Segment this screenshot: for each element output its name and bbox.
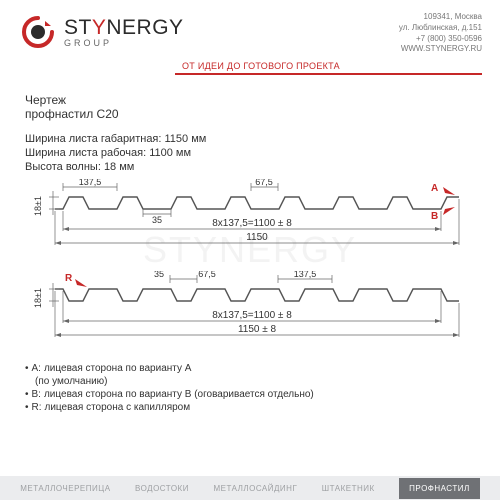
legend-item: • R: лицевая сторона с капилляром xyxy=(25,402,475,413)
dim-flat: 35 xyxy=(152,215,162,225)
dim-half: 67,5 xyxy=(255,179,273,187)
contact-line: WWW.STYNERGY.RU xyxy=(399,44,482,55)
contact-line: 109341, Москва xyxy=(399,12,482,23)
dim-overall: 1150 xyxy=(246,232,268,243)
drawing-title: Чертеж xyxy=(25,93,475,107)
profile-path xyxy=(55,289,459,301)
profile-path xyxy=(55,197,459,209)
footer-item[interactable]: МЕТАЛЛОЧЕРЕПИЦА xyxy=(20,484,110,493)
content: Чертеж профнастил С20 Ширина листа габар… xyxy=(0,75,500,413)
dim-pitch: 137,5 xyxy=(294,271,317,279)
spec-line: Ширина листа рабочая: 1100 мм xyxy=(25,147,475,159)
brand-name: STYNERGY xyxy=(64,17,184,38)
dim-flat: 35 xyxy=(154,271,164,279)
dim-height: 18±1 xyxy=(33,288,43,308)
footer-nav: МЕТАЛЛОЧЕРЕПИЦА ВОДОСТОКИ МЕТАЛЛОСАЙДИНГ ШТ… xyxy=(0,476,500,500)
legend-item: • A: лицевая сторона по варианту A xyxy=(25,363,475,374)
profile-diagram-top: 137,5 67,5 35 18±1 A xyxy=(25,179,475,259)
legend-item: • B: лицевая сторона по варианту B (огов… xyxy=(25,389,475,400)
svg-text:A: A xyxy=(431,183,438,194)
tagline: ОТ ИДЕИ ДО ГОТОВОГО ПРОЕКТА xyxy=(182,61,340,71)
legend: • A: лицевая сторона по варианту A (по у… xyxy=(25,363,475,413)
logo-icon xyxy=(18,12,58,52)
contact-line: ул. Люблинская, д.151 xyxy=(399,23,482,34)
dim-overall: 1150 ± 8 xyxy=(238,324,277,335)
footer-item[interactable]: ВОДОСТОКИ xyxy=(135,484,189,493)
footer-item[interactable]: ШТАКЕТНИК xyxy=(322,484,375,493)
footer-item[interactable]: ПРОФНАСТИЛ xyxy=(399,478,480,499)
dim-height: 18±1 xyxy=(33,196,43,216)
contact-line: +7 (800) 350-0596 xyxy=(399,34,482,45)
svg-text:R: R xyxy=(65,273,73,284)
dim-working: 8x137,5=1100 ± 8 xyxy=(212,310,292,321)
drawing-subtitle: профнастил С20 xyxy=(25,107,475,121)
legend-item-sub: (по умолчанию) xyxy=(25,376,475,387)
footer-item[interactable]: МЕТАЛЛОСАЙДИНГ xyxy=(213,484,297,493)
spec-line: Высота волны: 18 мм xyxy=(25,161,475,173)
brand-sub: GROUP xyxy=(64,39,184,48)
dim-working: 8x137,5=1100 ± 8 xyxy=(212,218,292,229)
svg-text:B: B xyxy=(431,211,438,222)
contact-block: 109341, Москва ул. Люблинская, д.151 +7 … xyxy=(399,12,482,55)
dim-half: 67,5 xyxy=(198,271,216,279)
spec-line: Ширина листа габаритная: 1150 мм xyxy=(25,133,475,145)
marker-a: A xyxy=(431,183,455,195)
divider xyxy=(175,73,482,75)
marker-r: R xyxy=(65,273,87,287)
header: STYNERGY GROUP 109341, Москва ул. Люблин… xyxy=(0,0,500,75)
profile-diagram-bottom: 137,5 67,5 35 18±1 R xyxy=(25,271,475,351)
dim-pitch: 137,5 xyxy=(79,179,102,187)
